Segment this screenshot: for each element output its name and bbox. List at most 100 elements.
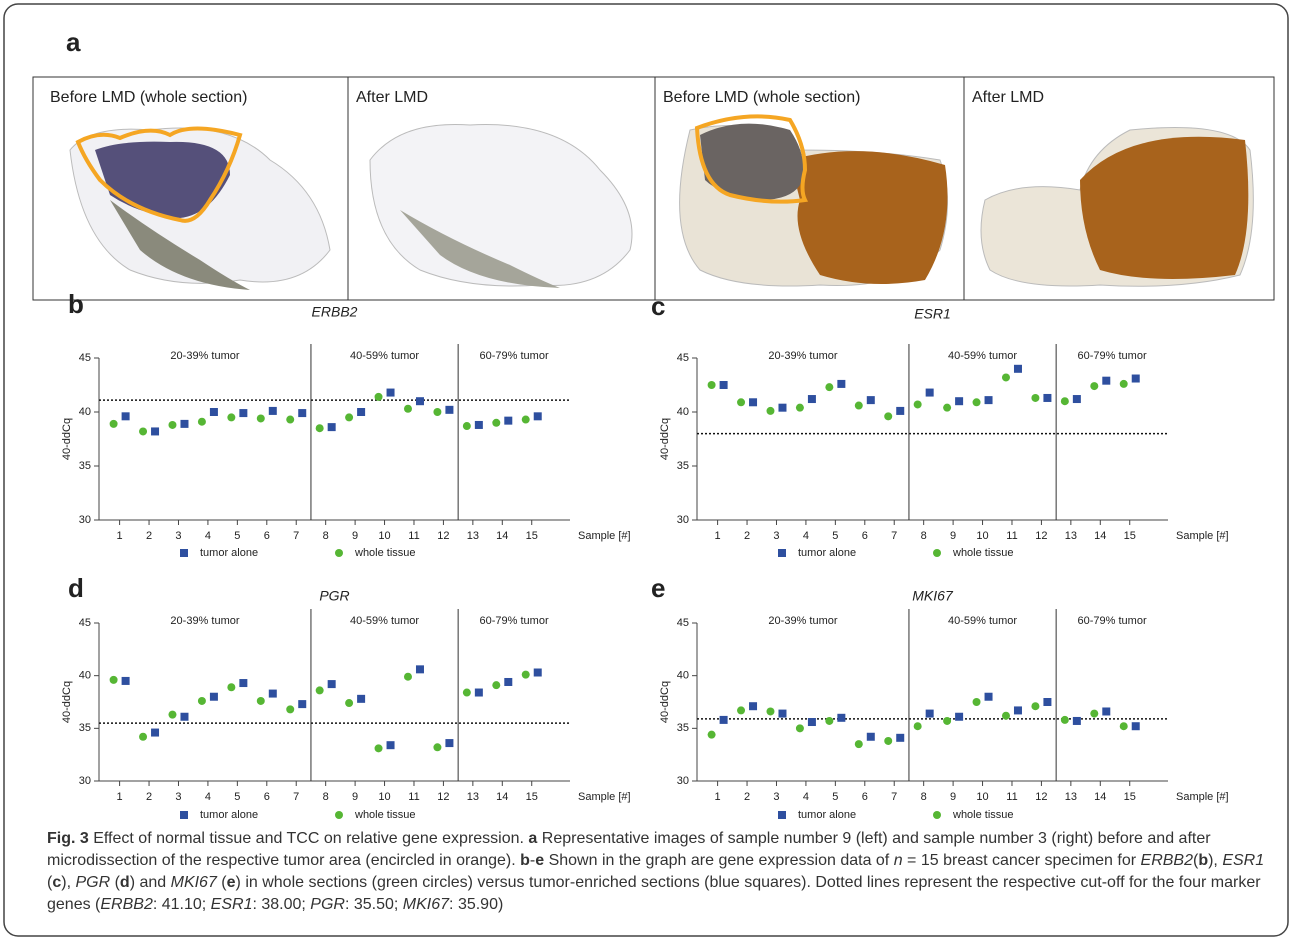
marker-square	[327, 423, 336, 432]
marker-square	[533, 668, 542, 677]
marker-circle	[521, 670, 530, 679]
x-tick-label: 10	[976, 530, 988, 542]
caption-run: MKI67	[402, 896, 450, 913]
marker-circle	[521, 415, 530, 424]
marker-square	[896, 733, 905, 742]
marker-circle	[286, 705, 295, 714]
y-tick-label: 35	[677, 722, 689, 734]
caption-run: (	[216, 874, 227, 891]
legend-label: whole tissue	[952, 809, 1014, 821]
y-tick-label: 30	[79, 775, 91, 787]
marker-square	[778, 403, 787, 412]
x-tick-label: 5	[832, 791, 838, 803]
marker-square	[298, 700, 307, 709]
y-tick-label: 30	[677, 514, 689, 526]
marker-circle	[825, 716, 834, 725]
x-tick-label: 11	[1006, 791, 1017, 803]
caption-run: MKI67	[170, 874, 217, 891]
y-tick-label: 45	[677, 352, 689, 364]
x-tick-label: 9	[352, 530, 358, 542]
group-label: 40-59% tumor	[350, 350, 419, 362]
legend-label: tumor alone	[200, 809, 258, 821]
x-axis-label: Sample [#]	[1176, 530, 1229, 542]
marker-circle	[913, 400, 922, 409]
tumor-outline	[694, 114, 809, 204]
y-tick-label: 40	[79, 670, 91, 682]
x-tick-label: 5	[234, 791, 240, 803]
marker-square	[837, 379, 846, 388]
marker-square	[1072, 395, 1081, 404]
x-tick-label: 15	[526, 530, 538, 542]
x-tick-label: 14	[1094, 791, 1106, 803]
caption-run: ),	[1208, 852, 1223, 869]
x-tick-label: 1	[715, 791, 721, 803]
group-label: 40-59% tumor	[948, 615, 1017, 627]
marker-circle	[197, 696, 206, 705]
marker-circle	[707, 730, 716, 739]
marker-square	[239, 409, 248, 418]
x-tick-label: 8	[323, 791, 329, 803]
marker-circle	[1060, 397, 1069, 406]
x-tick-label: 8	[921, 530, 927, 542]
marker-square	[121, 676, 130, 685]
group-label: 60-79% tumor	[1078, 350, 1147, 362]
tissue	[790, 151, 948, 284]
marker-circle	[1031, 702, 1040, 711]
caption-run: : 35.50;	[344, 896, 403, 913]
marker-circle	[1090, 709, 1099, 718]
marker-circle	[933, 811, 941, 819]
x-tick-label: 10	[378, 791, 390, 803]
caption-run: e	[535, 852, 545, 869]
marker-circle	[109, 675, 118, 684]
marker-square	[925, 709, 934, 718]
marker-square	[180, 811, 188, 819]
x-tick-label: 6	[862, 791, 868, 803]
marker-circle	[433, 408, 442, 416]
marker-square	[180, 549, 188, 557]
caption-run: (	[47, 874, 53, 891]
x-tick-label: 11	[1006, 530, 1017, 542]
marker-square	[180, 419, 189, 428]
marker-square	[984, 396, 993, 405]
marker-square	[1102, 376, 1111, 385]
x-tick-label: 5	[234, 530, 240, 542]
marker-square	[298, 409, 307, 418]
marker-square	[837, 713, 846, 722]
marker-circle	[492, 418, 501, 427]
x-tick-label: 13	[1065, 530, 1077, 542]
group-label: 20-39% tumor	[170, 350, 239, 362]
marker-circle	[139, 732, 148, 741]
marker-circle	[197, 417, 206, 426]
x-tick-label: 2	[146, 791, 152, 803]
chart-title: ERBB2	[312, 304, 358, 320]
caption-run: (	[110, 874, 120, 891]
marker-circle	[943, 403, 952, 412]
legend-label: whole tissue	[952, 547, 1014, 559]
marker-circle	[1001, 373, 1010, 382]
marker-square	[1013, 706, 1022, 715]
x-tick-label: 1	[715, 530, 721, 542]
x-tick-label: 9	[950, 791, 956, 803]
marker-square	[778, 709, 787, 718]
legend-label: tumor alone	[798, 547, 856, 559]
group-label: 60-79% tumor	[1078, 615, 1147, 627]
marker-circle	[972, 398, 981, 407]
marker-circle	[256, 414, 265, 423]
x-tick-label: 9	[950, 530, 956, 542]
caption-run: ESR1	[1222, 852, 1265, 869]
caption-run: ESR1	[210, 896, 253, 913]
marker-square	[1102, 707, 1111, 716]
image-panels	[32, 76, 1275, 301]
tumor-outline	[75, 126, 243, 223]
marker-circle	[433, 743, 442, 752]
marker-square	[955, 712, 964, 721]
y-tick-label: 30	[79, 514, 91, 526]
marker-square	[749, 702, 758, 711]
marker-square	[925, 388, 934, 397]
y-tick-label: 40	[677, 670, 689, 682]
caption-run: d	[119, 874, 130, 891]
marker-circle	[315, 424, 324, 433]
marker-circle	[913, 722, 922, 731]
marker-square	[239, 679, 248, 688]
